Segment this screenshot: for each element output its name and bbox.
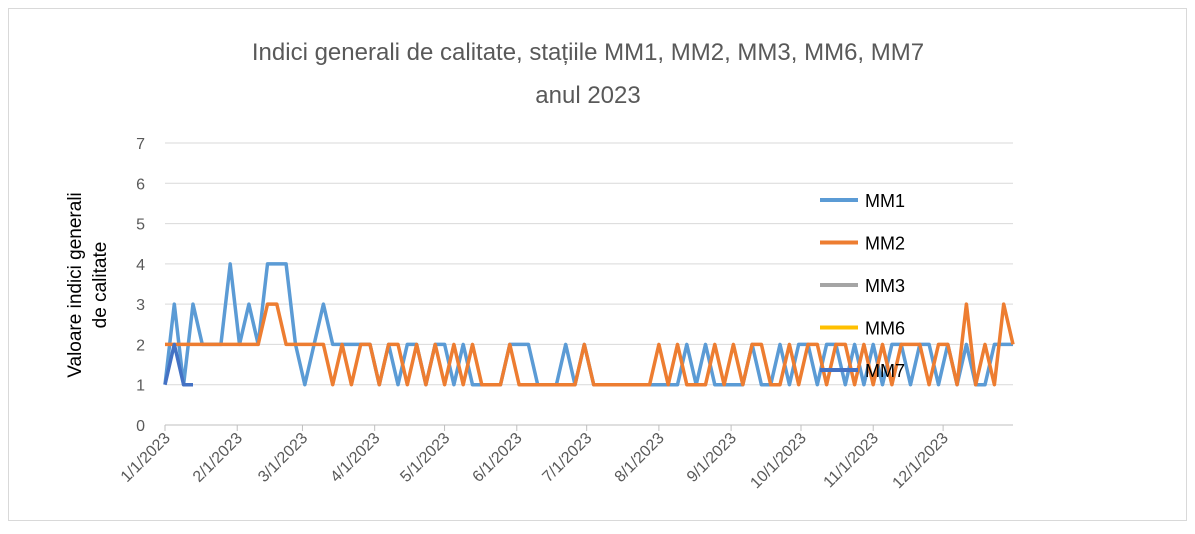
y-tick-label: 4 xyxy=(136,257,145,274)
chart-frame xyxy=(8,8,1187,521)
series-line xyxy=(163,342,193,387)
chart-title: anul 2023 xyxy=(535,82,640,109)
chart-title: Indici generali de calitate, stațiile MM… xyxy=(252,39,924,66)
y-tick-label: 1 xyxy=(136,378,145,395)
legend-label: MM2 xyxy=(865,234,905,254)
series-line xyxy=(165,302,1015,387)
y-tick-label: 5 xyxy=(136,217,145,234)
y-tick-label: 3 xyxy=(136,297,145,314)
legend-label: MM3 xyxy=(865,276,905,296)
y-axis-label: Valoare indici generali xyxy=(65,192,86,378)
y-tick-label: 7 xyxy=(136,136,145,153)
legend-label: MM1 xyxy=(865,191,905,211)
legend-label: MM6 xyxy=(865,319,905,339)
legend-label: MM7 xyxy=(865,361,905,381)
y-axis-label: de calitate xyxy=(90,242,111,329)
y-tick-label: 6 xyxy=(136,176,145,193)
y-tick-label: 2 xyxy=(136,337,145,354)
y-tick-label: 0 xyxy=(136,418,145,435)
